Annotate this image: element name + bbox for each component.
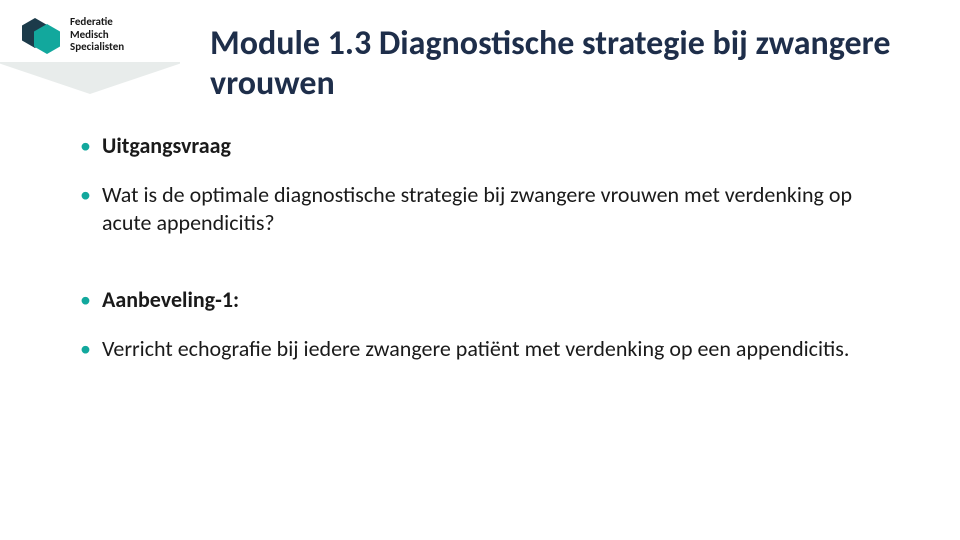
logo-block: Federatie Medisch Specialisten bbox=[0, 0, 180, 66]
list-item: Verricht echografie bij iedere zwangere … bbox=[80, 335, 900, 364]
ribbon-tail-icon bbox=[0, 62, 180, 94]
bullet-list: Aanbeveling-1: Verricht echografie bij i… bbox=[80, 286, 900, 363]
logo-hex-icon bbox=[22, 16, 60, 54]
brand-line3: Specialisten bbox=[70, 40, 124, 53]
brand-line1: Federatie bbox=[70, 15, 113, 28]
spacer bbox=[80, 258, 900, 286]
bullet-text: Wat is de optimale diagnostische strateg… bbox=[102, 181, 852, 237]
list-item: Uitgangsvraag bbox=[80, 132, 900, 161]
title-wrap: Module 1.3 Diagnostische strategie bij z… bbox=[180, 0, 960, 104]
bullet-text: Verricht echografie bij iedere zwangere … bbox=[102, 335, 849, 362]
brand-name: Federatie Medisch Specialisten bbox=[70, 16, 124, 54]
list-item: Aanbeveling-1: bbox=[80, 286, 900, 315]
logo: Federatie Medisch Specialisten bbox=[0, 0, 180, 66]
slide-title: Module 1.3 Diagnostische strategie bij z… bbox=[210, 24, 920, 104]
brand-line2: Medisch bbox=[70, 28, 109, 41]
content-area: Uitgangsvraag Wat is de optimale diagnos… bbox=[0, 104, 960, 363]
bullet-list: Uitgangsvraag Wat is de optimale diagnos… bbox=[80, 132, 900, 238]
bullet-text: Uitgangsvraag bbox=[102, 132, 231, 159]
header: Federatie Medisch Specialisten Module 1.… bbox=[0, 0, 960, 104]
bullet-text: Aanbeveling-1: bbox=[102, 286, 239, 313]
list-item: Wat is de optimale diagnostische strateg… bbox=[80, 181, 900, 238]
